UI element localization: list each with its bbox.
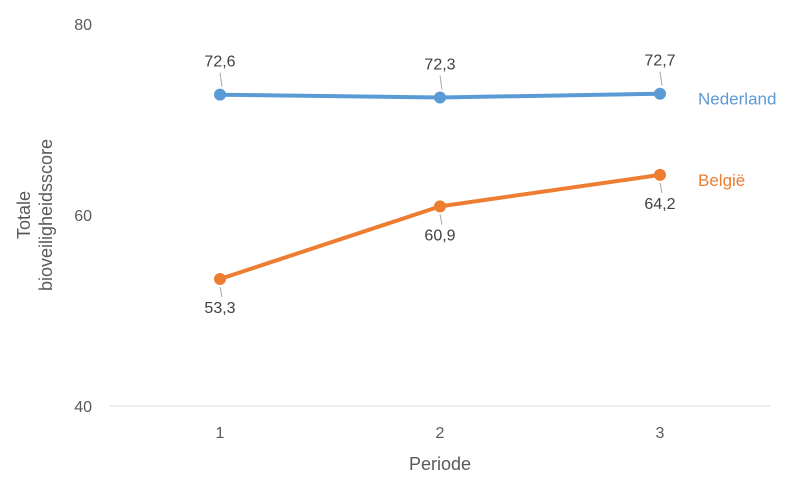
data-label: 60,9: [424, 227, 455, 244]
y-axis-title-line: Totale: [14, 191, 34, 239]
data-point: [434, 200, 446, 213]
data-label: 72,3: [424, 57, 455, 74]
x-tick-label: 1: [216, 425, 225, 442]
data-point: [214, 88, 226, 101]
series-label-nederland: Nederland: [698, 90, 776, 109]
data-label-leader: [659, 71, 663, 86]
data-point: [654, 168, 666, 181]
data-label-leader: [219, 286, 223, 298]
data-point: [434, 91, 446, 104]
data-label: 53,3: [204, 300, 235, 317]
data-label: 72,6: [204, 54, 235, 71]
data-label-leader: [659, 182, 663, 193]
x-tick-label: 3: [656, 425, 665, 442]
data-point: [214, 272, 226, 285]
series-label-belgië: België: [698, 171, 745, 190]
y-tick-label: 40: [74, 399, 92, 416]
x-tick-label: 2: [436, 425, 445, 442]
data-label: 72,7: [644, 53, 675, 70]
y-tick-label: 60: [74, 208, 92, 225]
data-label-leader: [439, 75, 443, 90]
y-axis-title: Totale bioveiligheidsscore: [14, 139, 56, 291]
y-tick-label: 80: [74, 17, 92, 34]
data-point: [654, 87, 666, 100]
data-label: 64,2: [644, 196, 675, 213]
data-label-leader: [439, 214, 443, 225]
data-label-leader: [219, 72, 223, 87]
y-axis-title-line: bioveiligheidsscore: [36, 139, 56, 291]
x-axis-title: Periode: [409, 454, 471, 474]
